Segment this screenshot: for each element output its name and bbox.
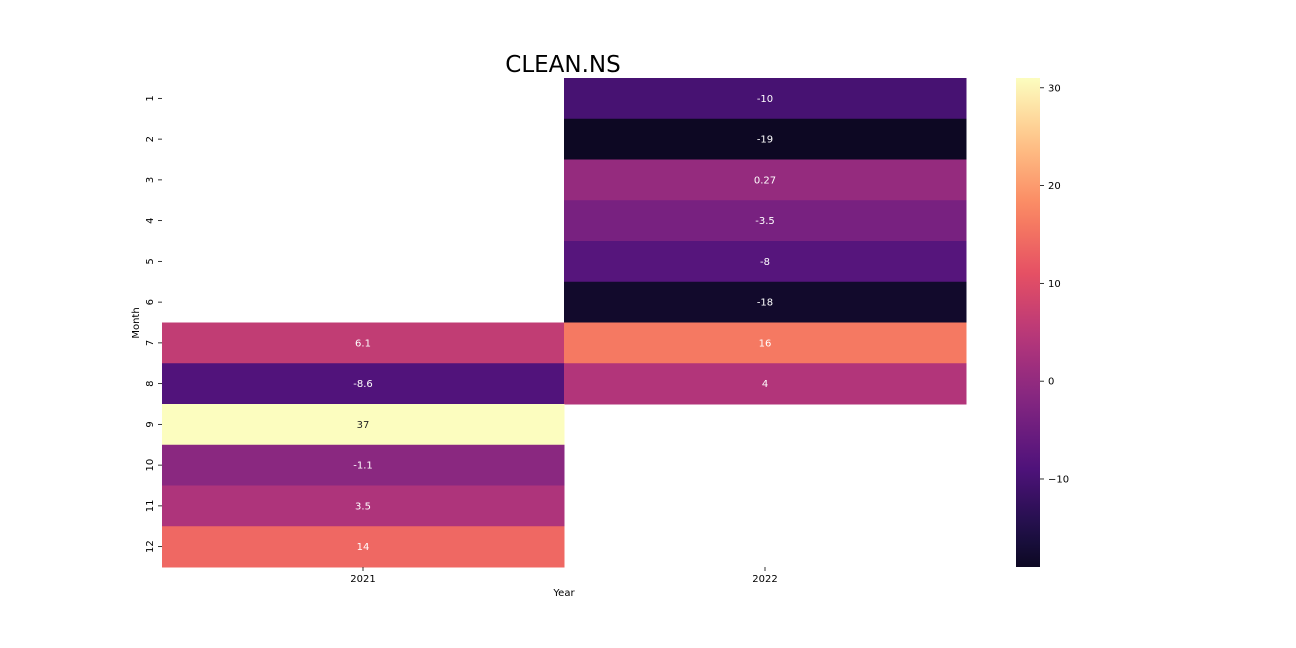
x-axis-ticks: 2021 2022 [350, 567, 778, 585]
y-tick-label: 6 [145, 299, 156, 305]
colorbar-ticks: 30 20 10 0 −10 [1040, 83, 1069, 485]
colorbar-tick-label: 20 [1048, 181, 1061, 192]
heatmap-cell [162, 363, 565, 405]
x-tick-label: 2021 [350, 574, 375, 585]
heatmap-cell [564, 159, 967, 201]
y-tick-label: 9 [145, 421, 156, 427]
heatmap-cell-label: 16 [759, 338, 772, 349]
heatmap-cell-label: -19 [757, 135, 773, 146]
y-axis-label: Month [131, 307, 142, 338]
y-tick-label: 11 [145, 500, 156, 513]
heatmap-cell [564, 363, 967, 405]
heatmap-cell-labels: -10 -19 0.27 -3.5 -8 -18 6.1 16 -8.6 4 37 -1.1 3.5 14 [353, 94, 776, 553]
heatmap-cell [162, 526, 565, 568]
heatmap-cell-label: 0.27 [754, 175, 776, 186]
heatmap-cell-label: -18 [757, 298, 773, 309]
heatmap-cell [564, 322, 967, 364]
heatmap-cell [162, 322, 565, 364]
colorbar-tick-label: 30 [1048, 83, 1061, 94]
heatmap-cell [564, 118, 967, 160]
heatmap-cell [564, 241, 967, 283]
y-tick-label: 1 [145, 95, 156, 101]
heatmap-cell [162, 444, 565, 486]
x-axis-label: Year [552, 588, 575, 599]
y-tick-label: 4 [145, 217, 156, 223]
y-tick-label: 10 [145, 459, 156, 472]
heatmap-cell-label: 3.5 [355, 501, 371, 512]
heatmap-cell-label: -1.1 [353, 461, 373, 472]
colorbar-tick-label: −10 [1048, 474, 1069, 485]
heatmap-cell-label: 37 [357, 420, 370, 431]
heatmap-cell-label: -10 [757, 94, 773, 105]
y-tick-label: 8 [145, 380, 156, 386]
heatmap-cell [162, 404, 565, 446]
colorbar-tick-label: 0 [1048, 377, 1054, 388]
y-tick-label: 12 [145, 540, 156, 553]
heatmap-cell-label: -8 [760, 257, 770, 268]
heatmap-cell-label: -8.6 [353, 379, 373, 390]
heatmap-cell [564, 200, 967, 242]
heatmap-cell-label: 6.1 [355, 338, 371, 349]
heatmap-cell [564, 78, 967, 120]
chart-title: CLEAN.NS [505, 52, 620, 78]
colorbar-tick-label: 10 [1048, 279, 1061, 290]
y-tick-label: 3 [145, 177, 156, 183]
y-tick-label: 2 [145, 136, 156, 142]
x-tick-label: 2022 [752, 574, 777, 585]
heatmap-cell-label: 14 [357, 542, 370, 553]
heatmap-cells [162, 78, 967, 568]
heatmap-cell-label: -3.5 [755, 216, 775, 227]
colorbar [1016, 78, 1040, 567]
heatmap-cell-label: 4 [762, 379, 768, 390]
heatmap-cell [564, 281, 967, 323]
y-tick-label: 7 [145, 340, 156, 346]
heatmap-cell [162, 485, 565, 527]
y-tick-label: 5 [145, 258, 156, 264]
